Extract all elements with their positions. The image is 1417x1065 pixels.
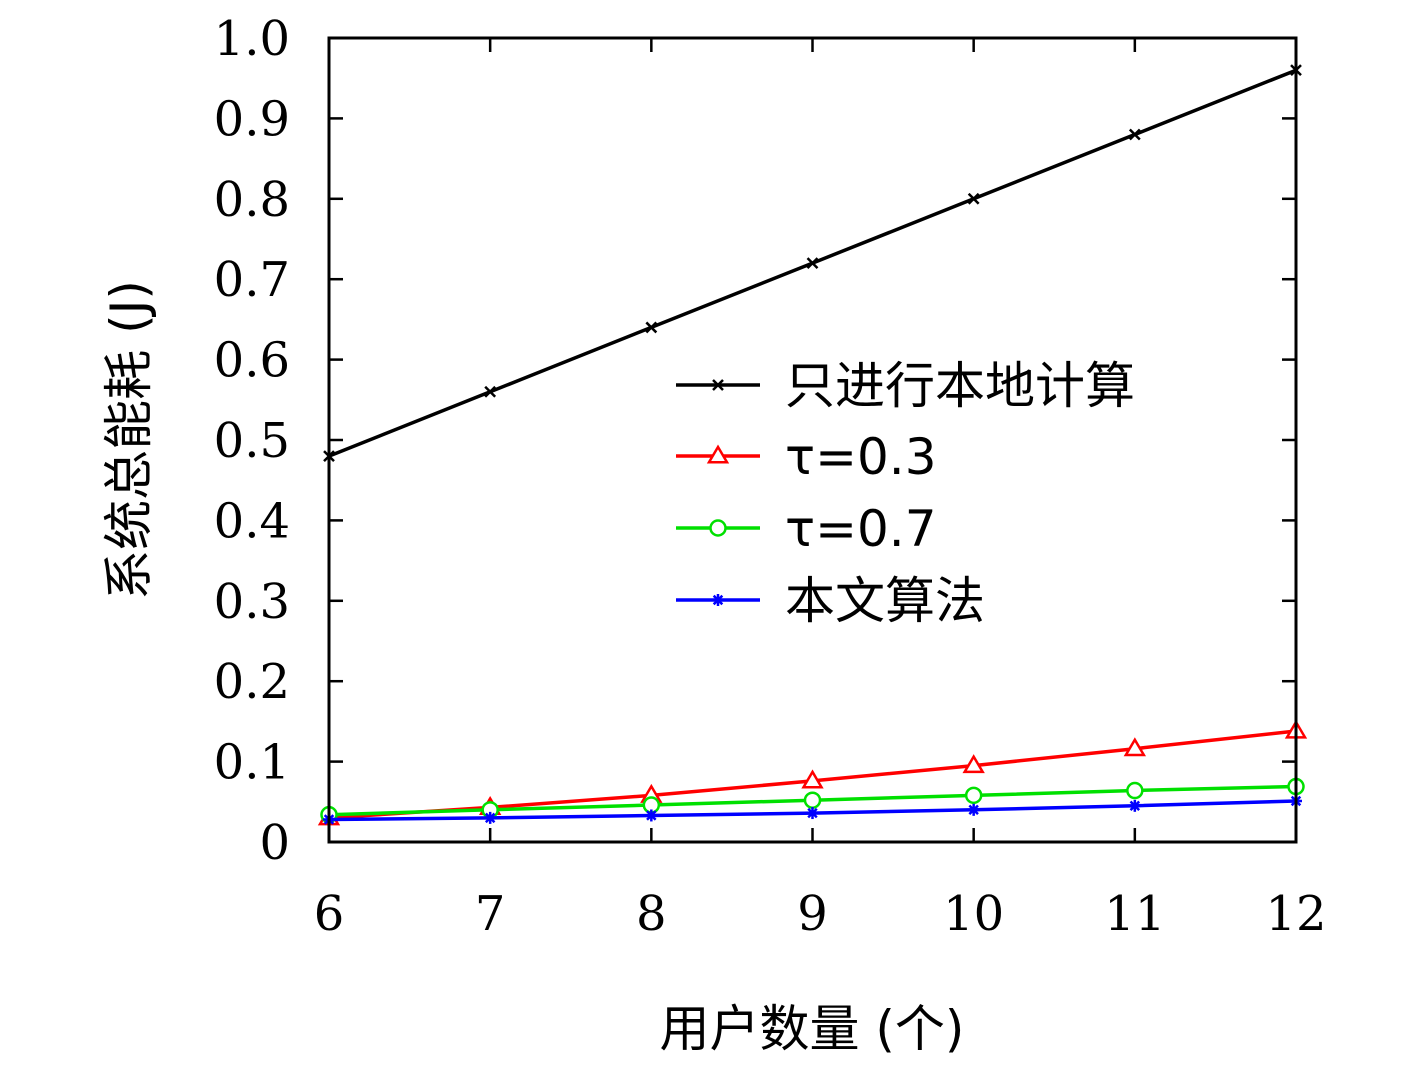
y-tick-label-2: 0.1 — [214, 735, 290, 791]
series-4-point-4 — [806, 807, 819, 820]
series-4-point-3 — [645, 809, 658, 822]
x-tick-label-6: 11 — [1104, 886, 1165, 942]
legend-entry-2: τ=0.3 — [676, 428, 937, 486]
x-tick-label-1: 6 — [314, 886, 345, 942]
labels-layer: 6 7 8 9 10 11 12 0 0.1 0.2 0.3 0.4 0.5 0.6 0.7 0.8 0.9 1.… — [214, 11, 1327, 942]
series-1-point-4 — [806, 257, 819, 270]
series-4-point-5 — [967, 803, 980, 816]
ticks-layer — [327, 36, 1298, 844]
x-tick-label-2: 7 — [475, 886, 506, 942]
series-4 — [323, 794, 1302, 826]
series-3 — [320, 777, 1305, 824]
y-tick-label-1: 0 — [259, 815, 290, 871]
series-2-point-4 — [801, 769, 824, 789]
legend-entry-4: 本文算法 — [676, 572, 985, 630]
series-4-point-2 — [484, 811, 497, 824]
series-3-point-6 — [1126, 781, 1144, 800]
y-tick-label-4: 0.3 — [214, 574, 290, 630]
x-tick-label-3: 8 — [636, 886, 667, 942]
series-3-point-5 — [964, 786, 983, 805]
series-2-point-6 — [1123, 737, 1147, 757]
x-tick-label-4: 9 — [797, 886, 828, 942]
legend-label-3: τ=0.7 — [785, 500, 937, 558]
y-tick-label-10: 0.9 — [214, 91, 290, 147]
legend: 只进行本地计算 τ=0.3 τ=0.7 本文算法 — [676, 357, 1135, 630]
legend-label-1: 只进行本地计算 — [785, 357, 1135, 415]
legend-marker-1 — [712, 379, 724, 391]
y-tick-label-3: 0.2 — [214, 654, 290, 710]
x-tick-label-7: 12 — [1265, 886, 1326, 942]
legend-entry-1: 只进行本地计算 — [676, 357, 1135, 415]
y-tick-label-5: 0.4 — [214, 493, 290, 549]
legend-label-4: 本文算法 — [785, 572, 985, 630]
series-1-point-3 — [645, 321, 658, 334]
series-3-point-4 — [803, 791, 822, 809]
series-layer — [317, 64, 1308, 826]
legend-marker-4 — [712, 594, 724, 606]
legend-label-2: τ=0.3 — [785, 428, 937, 486]
series-4-point-6 — [1128, 799, 1141, 812]
x-tick-label-5: 10 — [943, 886, 1004, 942]
y-tick-label-11: 1.0 — [214, 11, 290, 67]
y-tick-label-7: 0.6 — [214, 333, 290, 389]
series-1-point-2 — [484, 385, 497, 398]
legend-entry-3: τ=0.7 — [676, 500, 937, 558]
series-2-point-5 — [962, 754, 985, 774]
y-tick-label-9: 0.8 — [214, 172, 290, 228]
y-axis-label: 系统总能耗 (J) — [100, 280, 158, 600]
y-tick-label-6: 0.5 — [214, 413, 290, 469]
series-1-point-6 — [1128, 128, 1141, 141]
x-axis-label: 用户数量 (个) — [660, 1000, 965, 1058]
legend-marker-3 — [709, 519, 727, 537]
legend-marker-2 — [706, 444, 730, 464]
y-tick-label-8: 0.7 — [214, 252, 290, 308]
series-1-point-5 — [967, 192, 980, 205]
